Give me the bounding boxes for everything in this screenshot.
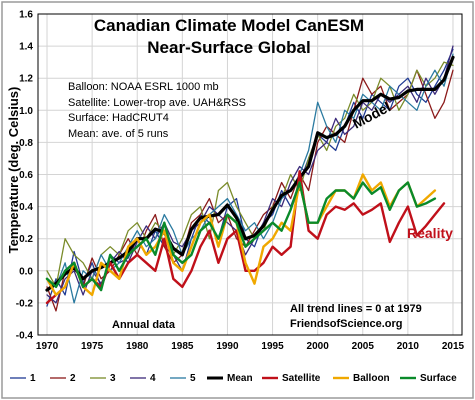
trend-annotation: All trend lines = 0 at 1979 (290, 303, 422, 315)
legend-label-balloon: Balloon (353, 373, 390, 384)
legend: 1 2 3 4 5 Mean Satellite Balloon Surface (10, 373, 457, 384)
y-tick-label: 0.4 (19, 202, 33, 213)
annual-data-annotation: Annual data (112, 319, 176, 331)
legend-label-5: 5 (190, 373, 196, 384)
x-tick-labels: 1970 1975 1980 1985 1990 1995 2000 2005 2010 2015 (36, 341, 465, 352)
y-tick-labels: -0.4 -0.2 0.0 0.2 0.4 0.6 0.8 1.0 1.2 1.4 1.6 (16, 10, 34, 342)
series-line-balloon (45, 173, 437, 297)
y-tick-label: 0.0 (19, 266, 33, 277)
note-satellite: Satellite: Lower-trop ave. UAH&RSS (68, 97, 246, 109)
y-tick-label: -0.2 (16, 298, 34, 309)
legend-label-4: 4 (150, 373, 156, 384)
y-tick-label: 1.4 (19, 42, 33, 53)
y-tick-label: 0.6 (19, 170, 33, 181)
legend-label-1: 1 (30, 373, 36, 384)
x-tick-label: 1975 (81, 341, 104, 352)
legend-label-3: 3 (110, 373, 116, 384)
series-line-satellite (45, 170, 446, 305)
note-mean: Mean: ave. of 5 runs (68, 128, 169, 140)
legend-label-satellite: Satellite (282, 373, 321, 384)
x-tick-label: 1985 (171, 341, 194, 352)
x-tick-label: 1990 (216, 341, 239, 352)
chart-title: Canadian Climate Model CanESM (94, 16, 364, 35)
x-tick-label: 1970 (36, 341, 59, 352)
x-tick-label: 2015 (442, 341, 465, 352)
series-lines (45, 45, 455, 312)
series-line-3 (46, 61, 454, 288)
x-tick-label: 1980 (126, 341, 149, 352)
y-tick-label: 1.2 (19, 74, 33, 85)
y-tick-label: 0.8 (19, 138, 33, 149)
note-surface: Surface: HadCRUT4 (68, 112, 169, 124)
y-axis-label: Temperature (deg. Celsius) (6, 87, 21, 254)
legend-label-2: 2 (70, 373, 76, 384)
legend-label-mean: Mean (227, 373, 253, 384)
x-tick-label: 2000 (307, 341, 330, 352)
reality-annotation: Reality (407, 225, 453, 241)
plot-frame (37, 13, 463, 336)
chart-subtitle: Near-Surface Global (147, 38, 310, 57)
series-line-surface (45, 181, 437, 292)
note-balloon: Balloon: NOAA ESRL 1000 mb (68, 81, 219, 93)
legend-label-surface: Surface (420, 373, 457, 384)
y-tick-label: 1.0 (19, 106, 33, 117)
source-annotation: FriendsofScience.org (290, 318, 402, 330)
y-tick-label: 1.6 (19, 10, 33, 21)
x-tick-label: 2010 (397, 341, 420, 352)
y-tick-label: -0.4 (16, 331, 34, 342)
x-tick-label: 2005 (352, 341, 375, 352)
y-tick-label: 0.2 (19, 234, 33, 245)
x-tick-label: 1995 (261, 341, 284, 352)
